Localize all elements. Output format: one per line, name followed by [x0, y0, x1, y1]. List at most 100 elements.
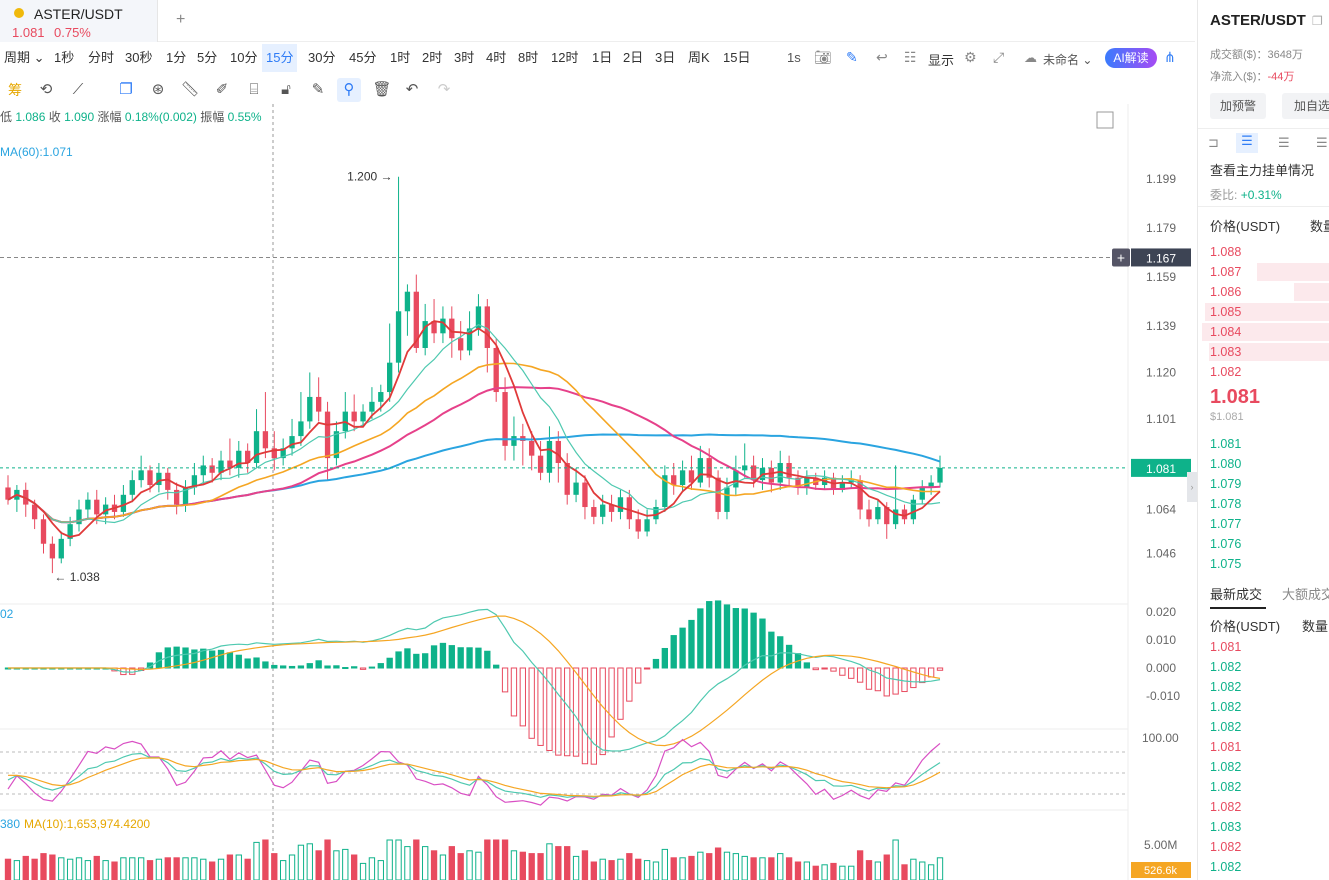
bid-row[interactable]: 1.076: [1198, 534, 1329, 554]
macd-bar: [510, 667, 518, 717]
bid-row[interactable]: 1.079: [1198, 474, 1329, 494]
price-chart[interactable]: +1.167 1.199 1.179 1.159 1.139 1.120 1.101 1.06…: [0, 104, 1195, 880]
active-tab-underline: [1210, 607, 1266, 609]
volume-bar: [217, 858, 225, 880]
macd-bar: [226, 652, 234, 669]
copy-icon[interactable]: ❐: [119, 81, 133, 98]
macd-bar: [723, 604, 731, 669]
candle-body: [466, 328, 473, 351]
interval-0[interactable]: 周期 ⌄: [4, 50, 45, 65]
sync-icon[interactable]: ⊛: [151, 81, 165, 98]
trendline-icon[interactable]: ⟋: [72, 81, 84, 98]
pen-icon[interactable]: ✎: [846, 49, 858, 65]
layout-icon[interactable]: ☷: [904, 49, 917, 65]
add-alert-button[interactable]: 加预警: [1210, 93, 1266, 119]
ruler-icon[interactable]: 📏︎: [180, 81, 200, 98]
bid-row[interactable]: 1.077: [1198, 514, 1329, 534]
ask-row[interactable]: 1.084: [1198, 322, 1329, 342]
candle-body: [848, 480, 854, 483]
interval-14[interactable]: 8时: [518, 50, 539, 65]
interval-10[interactable]: 1时: [390, 50, 411, 65]
tab-latest-trades[interactable]: 最新成交: [1210, 587, 1263, 602]
candle-body: [458, 338, 464, 351]
ask-row[interactable]: 1.087: [1198, 262, 1329, 282]
tab-big-trades[interactable]: 大额成交: [1282, 587, 1329, 602]
kdj-tick: 100.00: [1142, 731, 1179, 745]
expand-chart-icon: [1096, 111, 1114, 129]
volume-bar: [395, 839, 402, 880]
interval-8[interactable]: 30分: [308, 50, 336, 65]
netflow-label: 净流入($)：: [1210, 71, 1268, 83]
interval-18[interactable]: 3日: [655, 50, 676, 65]
add-tab-button[interactable]: +: [176, 11, 186, 28]
interval-13[interactable]: 4时: [486, 50, 507, 65]
magnet-icon[interactable]: ⟲: [39, 81, 53, 98]
macd-bar: [883, 667, 890, 697]
ask-row[interactable]: 1.085: [1198, 302, 1329, 322]
settings-icon[interactable]: ⚙: [964, 49, 977, 65]
volume-bar: [777, 853, 784, 880]
interval-1[interactable]: 1秒: [54, 50, 75, 65]
lock-icon[interactable]: 🔓︎: [281, 81, 291, 98]
interval-15[interactable]: 12时: [551, 50, 579, 65]
volume-bar: [342, 848, 349, 880]
copy-symbol-icon[interactable]: ❐: [1312, 14, 1323, 28]
ask-row[interactable]: 1.086: [1198, 282, 1329, 302]
interval-9[interactable]: 45分: [349, 50, 377, 65]
orderbook-asks-icon[interactable]: ☰: [1316, 135, 1328, 150]
ask-row[interactable]: 1.082: [1198, 362, 1329, 382]
brush-icon[interactable]: ✐: [215, 81, 229, 98]
pattern-icon[interactable]: ⌸: [249, 81, 259, 98]
interval-7[interactable]: 15分: [262, 44, 298, 72]
ask-row[interactable]: 1.083: [1198, 342, 1329, 362]
interval-5[interactable]: 5分: [197, 50, 218, 65]
note-icon[interactable]: ✎: [311, 81, 325, 98]
share-icon[interactable]: ⋔: [1164, 49, 1176, 65]
volume-bar: [359, 862, 367, 880]
undo-icon[interactable]: ↶: [405, 81, 419, 98]
bid-row[interactable]: 1.078: [1198, 494, 1329, 514]
interval-19[interactable]: 周K: [688, 50, 710, 65]
bid-row[interactable]: 1.081: [1198, 434, 1329, 454]
bid-row[interactable]: 1.080: [1198, 454, 1329, 474]
interval-20[interactable]: 15日: [723, 50, 751, 65]
interval-6[interactable]: 10分: [230, 50, 258, 65]
volume-bar: [253, 841, 260, 880]
close-label: 收: [48, 110, 61, 124]
close-value: 1.090: [64, 110, 95, 124]
candle-body: [866, 509, 872, 520]
interval-12[interactable]: 3时: [454, 50, 475, 65]
seconds-toggle[interactable]: 1s: [787, 50, 801, 65]
redo-icon[interactable]: ↷: [437, 81, 451, 98]
symbol-tab[interactable]: ASTER/USDT 1.081 0.75%: [0, 0, 158, 42]
display-menu[interactable]: 显示: [928, 53, 955, 68]
interval-17[interactable]: 2日: [623, 50, 644, 65]
ai-analysis-button[interactable]: AI解读: [1105, 48, 1157, 68]
camera-icon[interactable]: 📷︎: [814, 49, 832, 65]
fullscreen-icon[interactable]: ⤢: [993, 49, 1005, 65]
interval-2[interactable]: 分时: [88, 50, 115, 65]
collapse-sidebar-handle[interactable]: ›: [1187, 472, 1197, 502]
chip-tool[interactable]: 筹: [8, 82, 22, 98]
ask-row[interactable]: 1.088: [1198, 242, 1329, 262]
interval-4[interactable]: 1分: [166, 50, 187, 65]
trade-price: 1.082: [1210, 720, 1242, 734]
interval-16[interactable]: 1日: [592, 50, 613, 65]
volume-bar: [892, 839, 899, 880]
orderbook-bids-icon[interactable]: ☰: [1278, 135, 1290, 150]
interval-11[interactable]: 2时: [422, 50, 443, 65]
interval-3[interactable]: 30秒: [125, 50, 153, 65]
reply-icon[interactable]: ↩: [876, 49, 888, 65]
ask-price: 1.084: [1210, 325, 1242, 339]
layout-name-dropdown[interactable]: 未命名 ⌄: [1043, 53, 1093, 67]
orderbook-title[interactable]: 查看主力挂单情况: [1210, 163, 1315, 178]
orderbook-mode-icon[interactable]: ⊐: [1208, 135, 1219, 150]
macd-bar: [936, 667, 944, 671]
filter-icon[interactable]: ⚲: [337, 78, 361, 102]
volume-bar: [501, 839, 509, 880]
candle-body: [413, 291, 419, 348]
add-watchlist-button[interactable]: 加自选: [1282, 93, 1329, 119]
trash-icon[interactable]: 🗑︎: [372, 81, 392, 98]
orderbook-both-icon[interactable]: ☰: [1236, 133, 1258, 153]
bid-row[interactable]: 1.075: [1198, 554, 1329, 574]
